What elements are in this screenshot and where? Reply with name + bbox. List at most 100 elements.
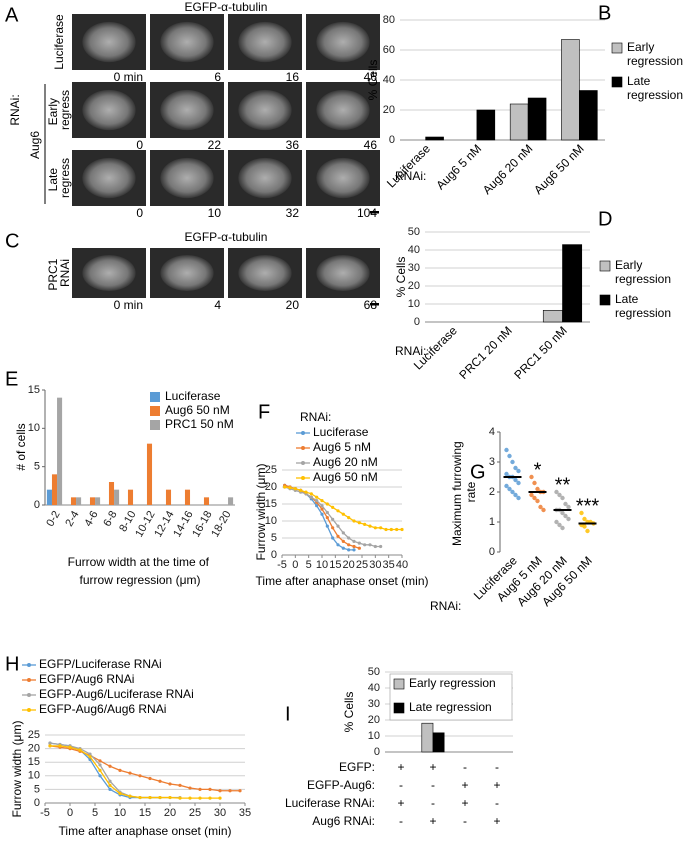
condition-sign: - — [399, 814, 403, 828]
condition-sign: - — [463, 814, 467, 828]
point — [352, 539, 356, 544]
legend-marker — [301, 476, 305, 480]
time-label: 46 — [364, 138, 378, 152]
y-tick-label: 2 — [489, 486, 495, 498]
legend-marker — [301, 461, 305, 465]
cell — [160, 21, 214, 63]
point — [357, 521, 361, 525]
dot — [579, 510, 584, 516]
point — [58, 744, 62, 748]
x-group-label: RNAi: — [395, 344, 426, 358]
point — [98, 774, 102, 778]
point — [158, 779, 162, 783]
dot — [582, 524, 587, 529]
significance: ** — [555, 474, 571, 496]
condition-sign: + — [397, 796, 404, 810]
condition-sign: - — [431, 796, 435, 810]
condition-label: EGFP-Aug6: — [307, 778, 375, 792]
point — [352, 519, 356, 523]
condition-sign: + — [429, 760, 436, 774]
point — [368, 524, 372, 528]
time-label: 20 — [286, 298, 300, 312]
bar — [476, 109, 496, 141]
x-tick-label: 20 — [343, 559, 355, 571]
time-label: 36 — [286, 138, 300, 152]
legend-label: Luciferase — [165, 389, 221, 403]
bar — [108, 482, 115, 505]
bar — [527, 97, 547, 141]
point — [325, 502, 329, 506]
bar — [561, 39, 580, 141]
legend-label: Late regression — [627, 74, 683, 102]
dot — [510, 489, 515, 495]
dot — [560, 495, 565, 501]
dot — [516, 480, 521, 486]
point — [336, 509, 340, 513]
cell — [82, 21, 136, 63]
condition-sign: - — [399, 778, 403, 792]
dot — [557, 522, 562, 528]
x-tick-label: 5 — [306, 559, 312, 571]
bar — [95, 497, 101, 505]
row-label: PRC1 RNAi — [46, 255, 72, 290]
dot — [563, 501, 568, 507]
point — [198, 787, 202, 792]
bar — [542, 309, 563, 323]
legend-label: EGFP-Aug6/Luciferase RNAi — [39, 687, 194, 701]
point — [68, 745, 72, 749]
legend-label: Aug6 5 nM — [313, 440, 371, 454]
bar — [228, 497, 234, 505]
x-axis-label: Time after anaphase onset (min) — [59, 824, 232, 838]
y-axis-label: # of cells — [14, 423, 28, 470]
x-tick-label: 6-8 — [101, 509, 119, 529]
y-tick-label: 20 — [28, 743, 40, 755]
time-label: 16 — [286, 70, 300, 84]
y-tick-label: 0 — [271, 549, 277, 561]
point — [331, 536, 335, 540]
panel-letter: G — [470, 461, 486, 483]
point — [389, 527, 393, 532]
legend-label: Early regression — [627, 40, 683, 68]
y-tick-label: 30 — [408, 262, 420, 274]
bar — [146, 443, 153, 505]
point — [78, 748, 82, 752]
x-tick-label: Aug6 50 nM — [531, 141, 587, 197]
legend-label: Late regression — [615, 292, 671, 320]
point — [336, 543, 340, 547]
legend-label: Late regression — [409, 700, 492, 714]
time-label: 104 — [357, 206, 377, 220]
dot — [513, 477, 518, 483]
x-tick-label: 2-4 — [63, 509, 81, 529]
point — [88, 755, 92, 759]
legend-marker — [27, 708, 31, 712]
point — [178, 783, 182, 787]
time-label: 10 — [208, 206, 222, 220]
point — [238, 789, 242, 793]
legend-swatch — [150, 420, 160, 430]
cell — [316, 255, 370, 291]
legend-swatch — [599, 260, 611, 272]
condition-sign: - — [431, 778, 435, 792]
point — [347, 548, 351, 552]
point — [315, 499, 319, 503]
cell — [238, 21, 292, 63]
y-tick-label: 5 — [34, 783, 40, 795]
group-label: RNAi: — [8, 94, 22, 125]
dot — [529, 492, 534, 498]
panel-letter: I — [285, 703, 291, 725]
point — [368, 543, 372, 547]
point — [379, 544, 383, 549]
point — [363, 522, 367, 527]
point — [373, 526, 377, 530]
time-label: 0 min — [114, 70, 143, 84]
point — [395, 527, 399, 532]
panel-letter: C — [5, 230, 19, 252]
x-tick-label: 10 — [114, 807, 126, 819]
y-tick-label: 20 — [383, 104, 395, 116]
y-tick-label: 20 — [408, 280, 420, 292]
point — [347, 516, 351, 520]
bar — [57, 397, 63, 505]
dot — [557, 492, 562, 498]
bar — [432, 732, 445, 753]
x-tick-label: 35 — [383, 559, 395, 571]
